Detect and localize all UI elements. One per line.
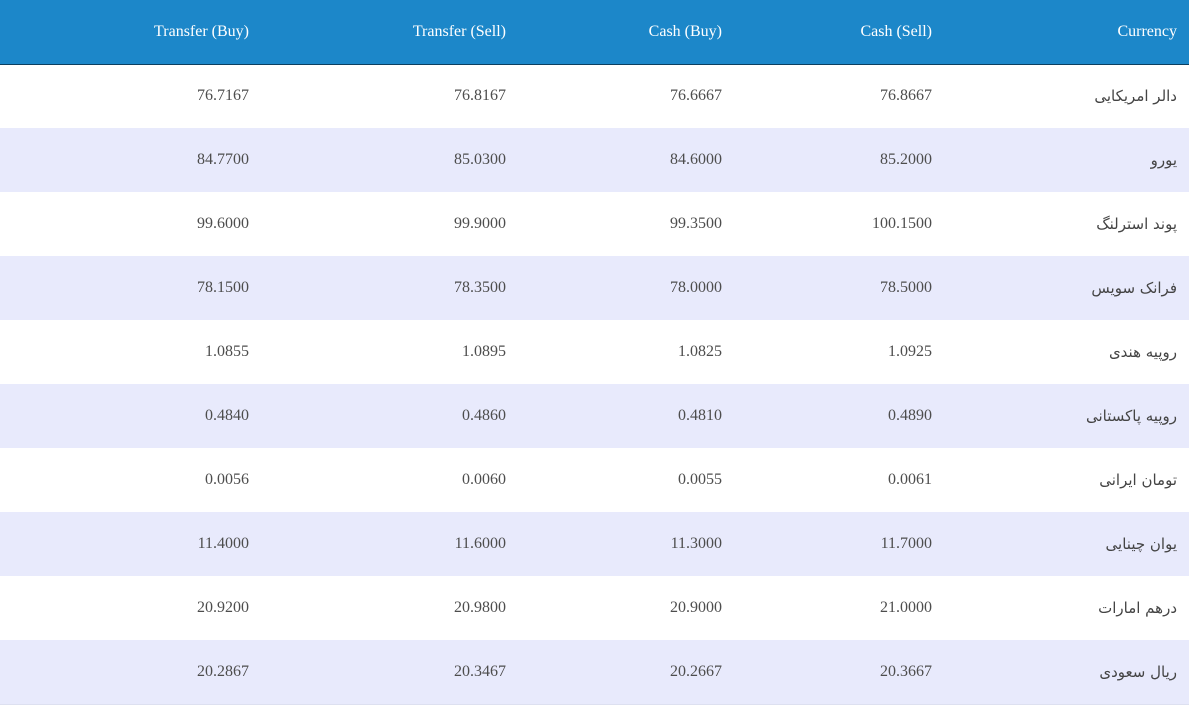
cell-currency-name: پوند استرلنگ — [1096, 215, 1177, 233]
cell-transfer-sell: 0.0060 — [462, 471, 506, 488]
cell-currency-name: روپیه هندی — [1108, 343, 1177, 361]
cell-cash-buy: 20.2667 — [670, 662, 722, 680]
table-row: 0.0056 0.0060 0.0055 0.0061 تومان ایرانی — [0, 448, 1189, 512]
cell-transfer-sell: 11.6000 — [454, 535, 506, 552]
cell-transfer-buy: 76.7167 — [197, 87, 249, 105]
table-row: 76.7167 76.8167 76.6667 76.8667 دالر امریکای… — [0, 64, 1189, 128]
cell-transfer-buy: 11.4000 — [197, 535, 249, 552]
cell-currency-name: دالر امریکایی — [1094, 87, 1177, 106]
table-row: 99.6000 99.9000 99.3500 100.1500 پوند استرلن… — [0, 192, 1189, 256]
cell-transfer-sell: 20.9800 — [454, 599, 506, 616]
cell-transfer-buy: 0.4840 — [205, 407, 249, 424]
cell-currency-name: فرانک سویس — [1091, 279, 1177, 297]
cell-cash-sell: 0.4890 — [888, 407, 932, 424]
cell-cash-buy: 20.9000 — [670, 599, 722, 616]
table-row: 11.4000 11.6000 11.3000 11.7000 یوان چینایی — [0, 512, 1189, 576]
cell-transfer-buy: 1.0855 — [205, 343, 249, 360]
cell-transfer-buy: 20.2867 — [197, 662, 249, 680]
cell-cash-sell: 76.8667 — [880, 87, 932, 105]
cell-cash-buy: 84.6000 — [670, 151, 722, 168]
cell-cash-buy: 99.3500 — [670, 215, 722, 232]
cell-cash-sell: 11.7000 — [880, 535, 932, 552]
table-row: 84.7700 85.0300 84.6000 85.2000 یورو — [0, 128, 1189, 192]
header-transfer-buy: Transfer (Buy) — [0, 0, 249, 65]
cell-cash-sell: 100.1500 — [872, 215, 932, 232]
cell-transfer-buy: 78.1500 — [197, 279, 249, 296]
cell-cash-sell: 21.0000 — [880, 599, 932, 616]
cell-currency-name: ریال سعودی — [1099, 662, 1177, 681]
table-row: 1.0855 1.0895 1.0825 1.0925 روپیه هندی — [0, 320, 1189, 384]
header-row: Transfer (Buy) Transfer (Sell) Cash (Buy… — [0, 0, 1189, 65]
table-body: 76.7167 76.8167 76.6667 76.8667 دالر امریکای… — [0, 64, 1189, 704]
cell-transfer-sell: 85.0300 — [454, 151, 506, 168]
cell-cash-sell: 0.0061 — [888, 471, 932, 488]
table-row: 20.9200 20.9800 20.9000 21.0000 درهم امارات — [0, 576, 1189, 640]
cell-transfer-sell: 76.8167 — [454, 87, 506, 105]
cell-cash-sell: 78.5000 — [880, 279, 932, 296]
cell-transfer-buy: 0.0056 — [205, 471, 249, 488]
cell-currency-name: یورو — [1150, 151, 1177, 169]
header-transfer-sell: Transfer (Sell) — [249, 0, 506, 65]
cell-cash-sell: 85.2000 — [880, 151, 932, 168]
cell-transfer-sell: 78.3500 — [454, 279, 506, 296]
header-cash-sell: Cash (Sell) — [722, 0, 932, 65]
cell-cash-buy: 0.0055 — [678, 471, 722, 488]
table-header: Transfer (Buy) Transfer (Sell) Cash (Buy… — [0, 0, 1189, 65]
header-currency: Currency — [932, 0, 1189, 65]
cell-transfer-sell: 1.0895 — [462, 343, 506, 360]
cell-currency-name: یوان چینایی — [1105, 535, 1177, 553]
cell-cash-buy: 11.3000 — [670, 535, 722, 552]
cell-transfer-sell: 20.3467 — [454, 662, 506, 680]
cell-cash-buy: 0.4810 — [678, 407, 722, 424]
header-cash-buy: Cash (Buy) — [506, 0, 722, 65]
cell-cash-sell: 1.0925 — [888, 343, 932, 360]
cell-cash-buy: 78.0000 — [670, 279, 722, 296]
cell-cash-buy: 76.6667 — [670, 87, 722, 105]
cell-currency-name: روپیه پاکستانی — [1085, 407, 1177, 425]
cell-currency-name: درهم امارات — [1098, 599, 1177, 617]
cell-transfer-sell: 0.4860 — [462, 407, 506, 424]
cell-cash-buy: 1.0825 — [678, 343, 722, 360]
table-row: 78.1500 78.3500 78.0000 78.5000 فرانک سویس — [0, 256, 1189, 320]
cell-transfer-sell: 99.9000 — [454, 215, 506, 232]
cell-cash-sell: 20.3667 — [880, 662, 932, 680]
cell-transfer-buy: 20.9200 — [197, 599, 249, 616]
table-row: 20.2867 20.3467 20.2667 20.3667 ریال سعودی — [0, 640, 1189, 704]
table-row: 0.4840 0.4860 0.4810 0.4890 روپیه پاکستانی — [0, 384, 1189, 448]
cell-transfer-buy: 84.7700 — [197, 151, 249, 168]
cell-currency-name: تومان ایرانی — [1099, 471, 1177, 489]
cell-transfer-buy: 99.6000 — [197, 215, 249, 232]
